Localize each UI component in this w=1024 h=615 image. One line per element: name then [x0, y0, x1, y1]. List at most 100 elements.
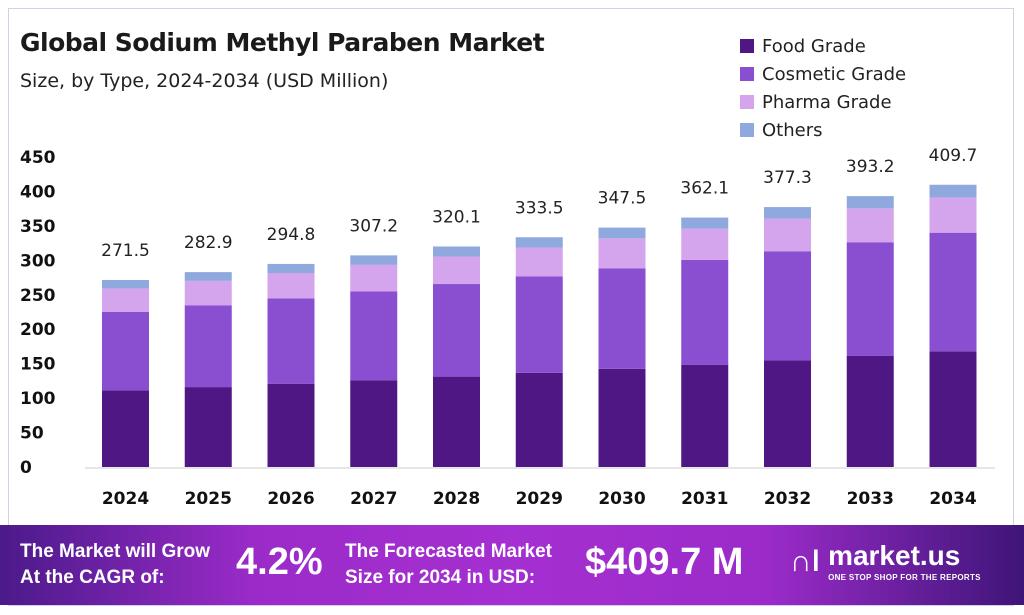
forecast-label-line1: The Forecasted Market: [345, 541, 552, 562]
y-tick-label: 400: [20, 182, 56, 202]
legend-label: Others: [762, 119, 823, 141]
bar-segment-food-grade: [846, 355, 894, 467]
cagr-label-line2: At the CAGR of:: [20, 567, 165, 588]
y-tick-label: 350: [20, 217, 56, 237]
bar-segment-food-grade: [350, 380, 398, 467]
legend-swatch: [740, 39, 754, 53]
bar-segment-others: [598, 227, 646, 239]
bar-segment-others: [102, 279, 149, 289]
bar-segment-food-grade: [929, 351, 977, 467]
legend-item: Cosmetic Grade: [740, 60, 906, 88]
bar-segment-food-grade: [184, 387, 232, 467]
x-tick-label: 2029: [516, 489, 563, 509]
y-tick-label: 300: [20, 251, 56, 271]
bar-segment-others: [433, 246, 480, 257]
bar-segment-food-grade: [267, 383, 315, 467]
footer-banner: The Market will Grow At the CAGR of: 4.2…: [0, 525, 1024, 605]
bar-segment-cosmetic-grade: [598, 268, 646, 369]
bar-segment-pharma-grade: [184, 280, 232, 306]
cagr-value: 4.2%: [236, 541, 323, 583]
bar-segment-others: [929, 184, 977, 198]
bar-segment-food-grade: [598, 368, 646, 467]
x-tick-label: 2031: [681, 489, 728, 509]
bar-segment-others: [846, 196, 894, 209]
bar-segment-pharma-grade: [598, 238, 646, 269]
x-tick-label: 2028: [433, 489, 480, 509]
bar-segment-cosmetic-grade: [102, 311, 149, 391]
bar-segment-pharma-grade: [929, 197, 977, 233]
chart-title: Global Sodium Methyl Paraben Market: [20, 28, 545, 57]
legend-item: Others: [740, 116, 906, 144]
bar-segment-pharma-grade: [846, 208, 894, 243]
bar-segment-cosmetic-grade: [764, 251, 811, 361]
total-label: 333.5: [515, 198, 564, 218]
bar-segment-pharma-grade: [433, 256, 480, 285]
legend-swatch: [740, 123, 754, 137]
bar-segment-food-grade: [433, 376, 480, 467]
cagr-label: The Market will Grow At the CAGR of:: [20, 539, 210, 591]
chart-frame: [8, 8, 1014, 606]
bar-segment-others: [350, 255, 398, 265]
x-tick-label: 2025: [185, 489, 232, 509]
legend-label: Pharma Grade: [762, 91, 892, 113]
bar-segment-others: [267, 263, 315, 274]
bar-segment-cosmetic-grade: [681, 259, 729, 365]
bar-segment-food-grade: [515, 372, 563, 467]
bar-segment-pharma-grade: [764, 218, 811, 252]
total-label: 362.1: [680, 179, 729, 199]
legend-label: Food Grade: [762, 35, 866, 57]
y-tick-label: 50: [20, 424, 44, 444]
chart-subtitle: Size, by Type, 2024-2034 (USD Million): [20, 70, 389, 92]
x-tick-label: 2027: [350, 489, 397, 509]
x-tick-label: 2033: [847, 489, 894, 509]
legend: Food Grade Cosmetic Grade Pharma Grade Othe…: [740, 32, 906, 144]
bar-segment-pharma-grade: [267, 273, 315, 299]
bar-segment-cosmetic-grade: [350, 291, 398, 381]
legend-swatch: [740, 67, 754, 81]
legend-item: Food Grade: [740, 32, 906, 60]
total-label: 307.2: [349, 216, 398, 236]
total-label: 282.9: [184, 233, 233, 253]
total-label: 393.2: [846, 157, 895, 177]
bar-segment-others: [681, 217, 729, 229]
forecast-value: $409.7 M: [585, 541, 744, 583]
x-tick-label: 2024: [102, 489, 149, 509]
cagr-label-line1: The Market will Grow: [20, 541, 211, 562]
total-label: 377.3: [763, 168, 812, 188]
y-tick-label: 200: [20, 320, 56, 340]
brand-logo: ∩ǀ market.us ONE STOP SHOP FOR THE REPOR…: [790, 540, 981, 583]
bar-segment-cosmetic-grade: [267, 298, 315, 384]
x-tick-label: 2026: [267, 489, 314, 509]
y-tick-label: 0: [20, 458, 32, 478]
bar-segment-cosmetic-grade: [433, 284, 480, 377]
bar-segment-others: [184, 272, 232, 281]
bar-segment-food-grade: [681, 364, 729, 467]
total-label: 271.5: [101, 241, 150, 261]
forecast-label: The Forecasted Market Size for 2034 in U…: [345, 539, 552, 591]
y-tick-label: 250: [20, 286, 56, 306]
total-label: 409.7: [929, 146, 978, 166]
bar-segment-food-grade: [102, 390, 149, 467]
bar-segment-cosmetic-grade: [184, 305, 232, 388]
bar-segment-pharma-grade: [515, 247, 563, 277]
bar-segment-pharma-grade: [681, 228, 729, 260]
legend-swatch: [740, 95, 754, 109]
legend-label: Cosmetic Grade: [762, 63, 907, 85]
bar-segment-others: [515, 237, 563, 248]
y-tick-label: 100: [20, 389, 56, 409]
x-tick-label: 2030: [598, 489, 645, 509]
y-tick-label: 450: [20, 148, 56, 168]
brand-logo-icon: ∩ǀ: [790, 544, 821, 578]
x-tick-label: 2034: [929, 489, 976, 509]
bar-segment-pharma-grade: [102, 288, 149, 312]
y-tick-label: 150: [20, 355, 56, 375]
total-label: 294.8: [267, 225, 316, 245]
bar-segment-cosmetic-grade: [515, 276, 563, 373]
bar-segment-cosmetic-grade: [929, 232, 977, 352]
brand-name: market.us: [828, 540, 961, 571]
bar-segment-pharma-grade: [350, 264, 398, 292]
bar-segment-food-grade: [764, 360, 811, 467]
x-tick-label: 2032: [764, 489, 811, 509]
chart-plot: 0 50 100 150 200 250 300 350 400 450 271.5 2024 282.…: [20, 146, 995, 509]
bar-segment-others: [764, 207, 811, 219]
